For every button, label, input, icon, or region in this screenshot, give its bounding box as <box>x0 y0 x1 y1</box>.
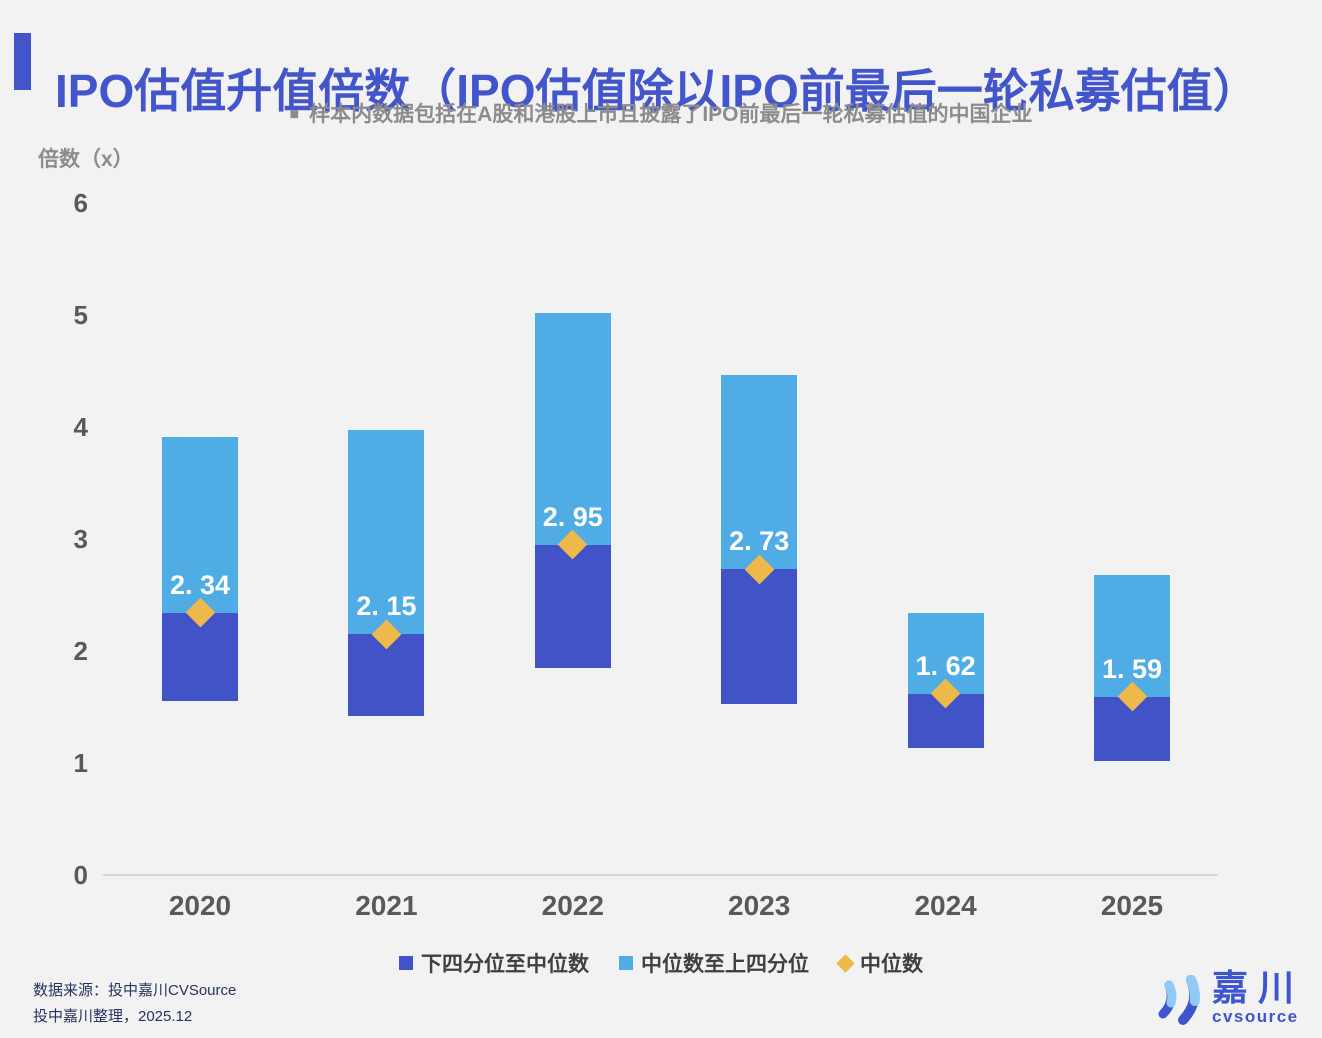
median-value-label: 2. 34 <box>169 569 231 600</box>
x-tick-label: 2022 <box>541 890 604 921</box>
legend-label: 下四分位至中位数 <box>421 953 589 976</box>
source-line-1: 数据来源：投中嘉川CVSource <box>33 982 237 999</box>
bar-segment-median-to-upper-quartile <box>348 430 425 635</box>
median-value-label: 2. 73 <box>729 526 790 557</box>
y-tick-label: 1 <box>73 748 88 778</box>
bar-segment-median-to-upper-quartile <box>162 437 238 613</box>
cvsource-logo-mark-icon <box>1158 975 1201 1025</box>
median-value-label: 1. 59 <box>1101 653 1163 684</box>
y-tick-label: 0 <box>73 860 88 890</box>
y-tick-label: 4 <box>73 412 88 442</box>
median-value-label: 2. 15 <box>356 591 417 622</box>
y-tick-label: 6 <box>73 188 88 218</box>
source-line-2: 投中嘉川整理，2025.12 <box>33 1008 193 1025</box>
title-accent-bar <box>14 33 31 90</box>
source-note: 数据来源：投中嘉川CVSource 投中嘉川整理，2025.12 <box>33 978 236 1030</box>
legend-diamond-swatch-icon <box>836 953 855 973</box>
bar-segment-median-to-upper-quartile <box>1094 574 1170 697</box>
x-tick-label: 2023 <box>728 890 791 921</box>
legend-label: 中位数 <box>860 953 923 976</box>
y-tick-label: 3 <box>73 524 88 554</box>
logo-name: 嘉川 <box>1211 967 1304 1008</box>
bar-segment-median-to-upper-quartile <box>534 312 611 545</box>
subtitle-bullet-icon: ■ <box>289 106 300 123</box>
legend-item: 下四分位至中位数 <box>399 948 589 978</box>
x-tick-label: 2021 <box>355 890 418 921</box>
cvsource-logo: 嘉川 cvsource <box>1154 970 1304 1027</box>
y-tick-label: 2 <box>73 636 88 666</box>
legend-item: 中位数至上四分位 <box>619 948 809 978</box>
logo-subtext: cvsource <box>1211 1007 1299 1026</box>
legend-square-swatch-icon <box>399 956 413 970</box>
legend-label: 中位数至上四分位 <box>641 953 809 976</box>
y-axis-title: 倍数（x） <box>38 148 134 171</box>
x-tick-label: 2020 <box>168 890 232 921</box>
subtitle-text: 样本内数据包括在A股和港股上市且披露了IPO前最后一轮私募估值的中国企业 <box>309 103 1033 126</box>
bar-segment-lower-quartile-to-median <box>721 569 798 704</box>
legend: 下四分位至中位数 中位数至上四分位 中位数 <box>399 948 923 978</box>
bar-segment-lower-quartile-to-median <box>534 544 611 668</box>
x-tick-label: 2025 <box>1100 890 1164 921</box>
chart-title: IPO估值升值倍数（IPO估值除以IPO前最后一轮私募估值） <box>55 64 1259 117</box>
legend-square-swatch-icon <box>619 956 633 970</box>
median-value-label: 2. 95 <box>542 501 603 532</box>
chart-subtitle: ■ 样本内数据包括在A股和港股上市且披露了IPO前最后一轮私募估值的中国企业 <box>0 98 1322 128</box>
bar-segment-median-to-upper-quartile <box>721 375 798 570</box>
legend-item: 中位数 <box>836 948 923 978</box>
x-axis-line <box>103 874 1218 876</box>
median-value-label: 1. 62 <box>915 650 976 681</box>
x-tick-label: 2024 <box>914 890 977 921</box>
y-tick-label: 5 <box>73 300 88 330</box>
